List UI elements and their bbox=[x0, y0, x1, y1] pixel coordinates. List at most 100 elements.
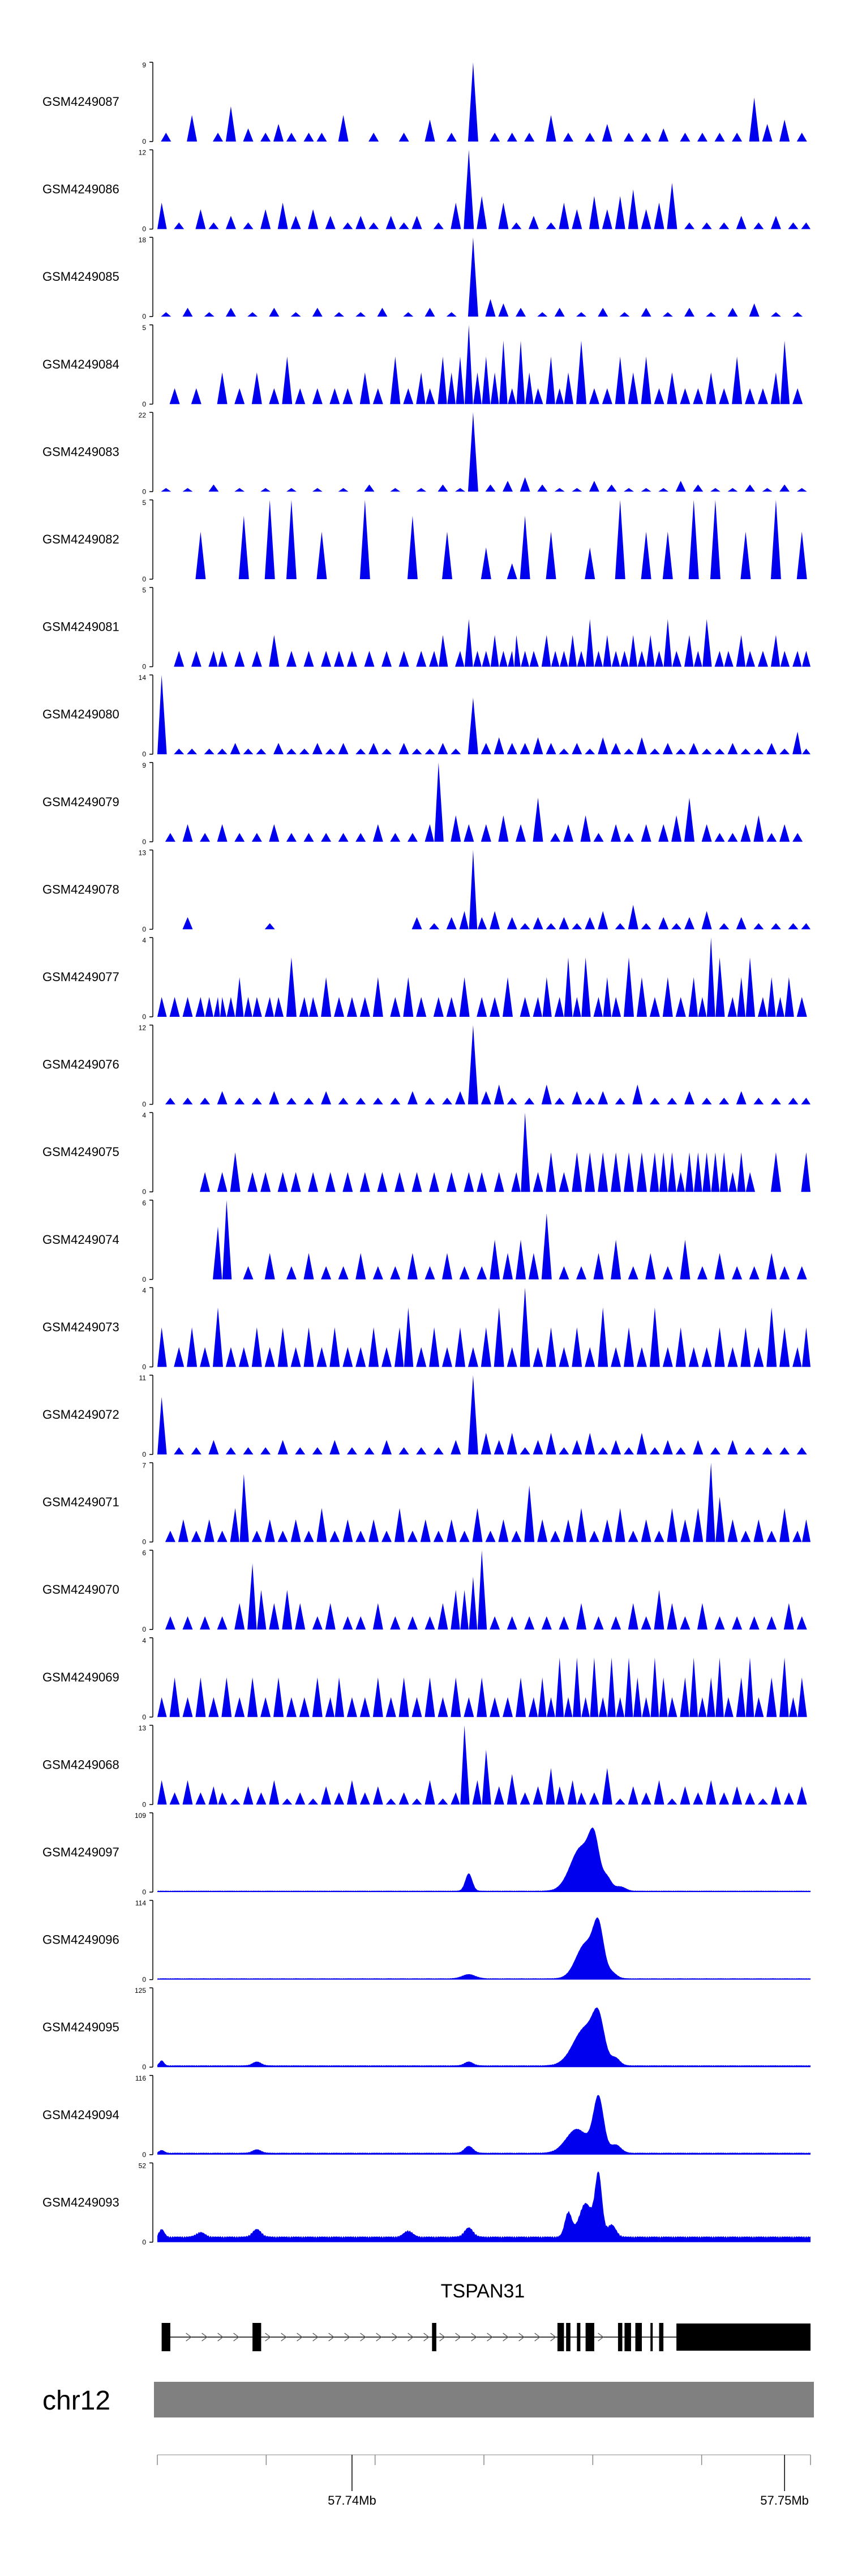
signal-tracks: GSM424908790GSM4249086120GSM4249085180GS… bbox=[42, 61, 811, 2246]
y-min-label: 0 bbox=[142, 2238, 146, 2246]
genome-axis: 57.74Mb 57.75Mb bbox=[157, 2454, 811, 2507]
track-GSM4249072: GSM4249072 11 0 bbox=[42, 1374, 807, 1458]
signal-area bbox=[200, 1112, 811, 1192]
track-GSM4249094: GSM4249094 116 0 bbox=[42, 2074, 811, 2159]
strand-arrow bbox=[534, 2333, 541, 2342]
y-max-label: 6 bbox=[142, 1549, 146, 1557]
signal-area bbox=[195, 500, 807, 579]
track-GSM4249086: GSM4249086 12 0 bbox=[42, 149, 811, 233]
y-min-label: 0 bbox=[142, 838, 146, 846]
y-max-label: 11 bbox=[139, 1374, 147, 1382]
track-GSM4249085: GSM4249085 18 0 bbox=[42, 236, 803, 320]
track-GSM4249074: GSM4249074 6 0 bbox=[42, 1199, 807, 1283]
y-min-label: 0 bbox=[142, 1101, 146, 1109]
track-GSM4249097: GSM4249097 109 0 bbox=[42, 1812, 811, 1896]
strand-arrow bbox=[408, 2333, 414, 2342]
signal-area bbox=[157, 2095, 811, 2155]
track-GSM4249084: GSM4249084 5 0 bbox=[42, 324, 803, 408]
track-label: GSM4249069 bbox=[42, 1670, 119, 1684]
track-label: GSM4249075 bbox=[42, 1145, 119, 1159]
strand-arrow bbox=[550, 2333, 556, 2342]
y-min-label: 0 bbox=[142, 1976, 146, 1984]
track-label: GSM4249079 bbox=[42, 795, 119, 809]
y-max-label: 4 bbox=[142, 1637, 146, 1645]
chromosome-ideogram-bar bbox=[154, 2382, 814, 2417]
track-label: GSM4249070 bbox=[42, 1582, 119, 1597]
strand-arrow bbox=[265, 2333, 271, 2342]
y-min-label: 0 bbox=[142, 2063, 146, 2071]
track-GSM4249093: GSM4249093 52 0 bbox=[42, 2162, 811, 2246]
y-min-label: 0 bbox=[142, 400, 146, 408]
y-max-label: 7 bbox=[142, 1462, 146, 1470]
track-label: GSM4249076 bbox=[42, 1058, 119, 1072]
y-max-label: 14 bbox=[139, 674, 147, 682]
y-max-label: 4 bbox=[142, 1111, 146, 1119]
y-max-label: 12 bbox=[139, 149, 147, 157]
track-label: GSM4249077 bbox=[42, 970, 119, 984]
signal-area bbox=[157, 1375, 807, 1454]
strand-arrow bbox=[376, 2333, 382, 2342]
track-label: GSM4249094 bbox=[42, 2108, 119, 2122]
y-max-label: 116 bbox=[135, 2074, 146, 2082]
signal-area bbox=[165, 762, 803, 842]
axis-tick-label-57.75: 57.75Mb bbox=[760, 2493, 809, 2507]
track-label: GSM4249096 bbox=[42, 1933, 119, 1947]
track-label: GSM4249084 bbox=[42, 357, 119, 371]
track-GSM4249077: GSM4249077 4 0 bbox=[42, 936, 807, 1021]
y-max-label: 114 bbox=[135, 1899, 146, 1907]
exon-block bbox=[618, 2323, 623, 2351]
y-min-label: 0 bbox=[142, 1363, 146, 1371]
y-max-label: 4 bbox=[142, 936, 146, 944]
signal-area bbox=[174, 619, 811, 667]
signal-area bbox=[165, 1025, 811, 1105]
strand-arrow bbox=[201, 2333, 208, 2342]
signal-area bbox=[161, 412, 807, 492]
signal-area bbox=[161, 237, 803, 317]
track-GSM4249080: GSM4249080 14 0 bbox=[42, 674, 811, 758]
y-max-label: 22 bbox=[139, 411, 147, 419]
track-GSM4249076: GSM4249076 12 0 bbox=[42, 1024, 811, 1109]
gene-name-label: TSPAN31 bbox=[441, 2280, 525, 2302]
exon-block bbox=[557, 2323, 564, 2351]
signal-area bbox=[169, 324, 803, 404]
strand-arrow bbox=[328, 2333, 335, 2342]
y-min-label: 0 bbox=[142, 2151, 146, 2159]
exon-block bbox=[650, 2323, 653, 2351]
strand-arrow bbox=[233, 2333, 239, 2342]
y-max-label: 9 bbox=[142, 61, 146, 69]
strand-arrow bbox=[423, 2333, 430, 2342]
signal-area bbox=[165, 1550, 807, 1630]
y-min-label: 0 bbox=[142, 1538, 146, 1546]
exon-block bbox=[585, 2323, 594, 2351]
y-min-label: 0 bbox=[142, 750, 146, 758]
exon-block bbox=[161, 2323, 170, 2351]
y-min-label: 0 bbox=[142, 313, 146, 320]
track-GSM4249073: GSM4249073 4 0 bbox=[42, 1286, 811, 1371]
signal-area bbox=[157, 2171, 811, 2243]
y-min-label: 0 bbox=[142, 1276, 146, 1283]
signal-area bbox=[157, 2007, 811, 2068]
track-GSM4249083: GSM4249083 22 0 bbox=[42, 411, 807, 495]
track-label: GSM4249085 bbox=[42, 269, 119, 284]
track-label: GSM4249083 bbox=[42, 444, 119, 459]
y-min-label: 0 bbox=[142, 1188, 146, 1196]
y-max-label: 18 bbox=[139, 236, 147, 244]
exon-block bbox=[566, 2323, 571, 2351]
exon-block bbox=[659, 2323, 664, 2351]
signal-area bbox=[157, 1287, 811, 1367]
strand-arrow bbox=[360, 2333, 366, 2342]
strand-arrow bbox=[392, 2333, 398, 2342]
y-max-label: 5 bbox=[142, 324, 146, 332]
exon-block bbox=[635, 2323, 642, 2351]
track-label: GSM4249074 bbox=[42, 1233, 119, 1247]
y-max-label: 13 bbox=[139, 849, 147, 857]
signal-area bbox=[157, 1917, 811, 1980]
strand-arrow bbox=[455, 2333, 461, 2342]
signal-area bbox=[165, 1462, 811, 1542]
strand-arrow bbox=[518, 2333, 525, 2342]
y-max-label: 125 bbox=[135, 1987, 146, 1995]
signal-area bbox=[157, 675, 811, 755]
exon-block bbox=[624, 2323, 631, 2351]
strand-arrow bbox=[186, 2333, 192, 2342]
